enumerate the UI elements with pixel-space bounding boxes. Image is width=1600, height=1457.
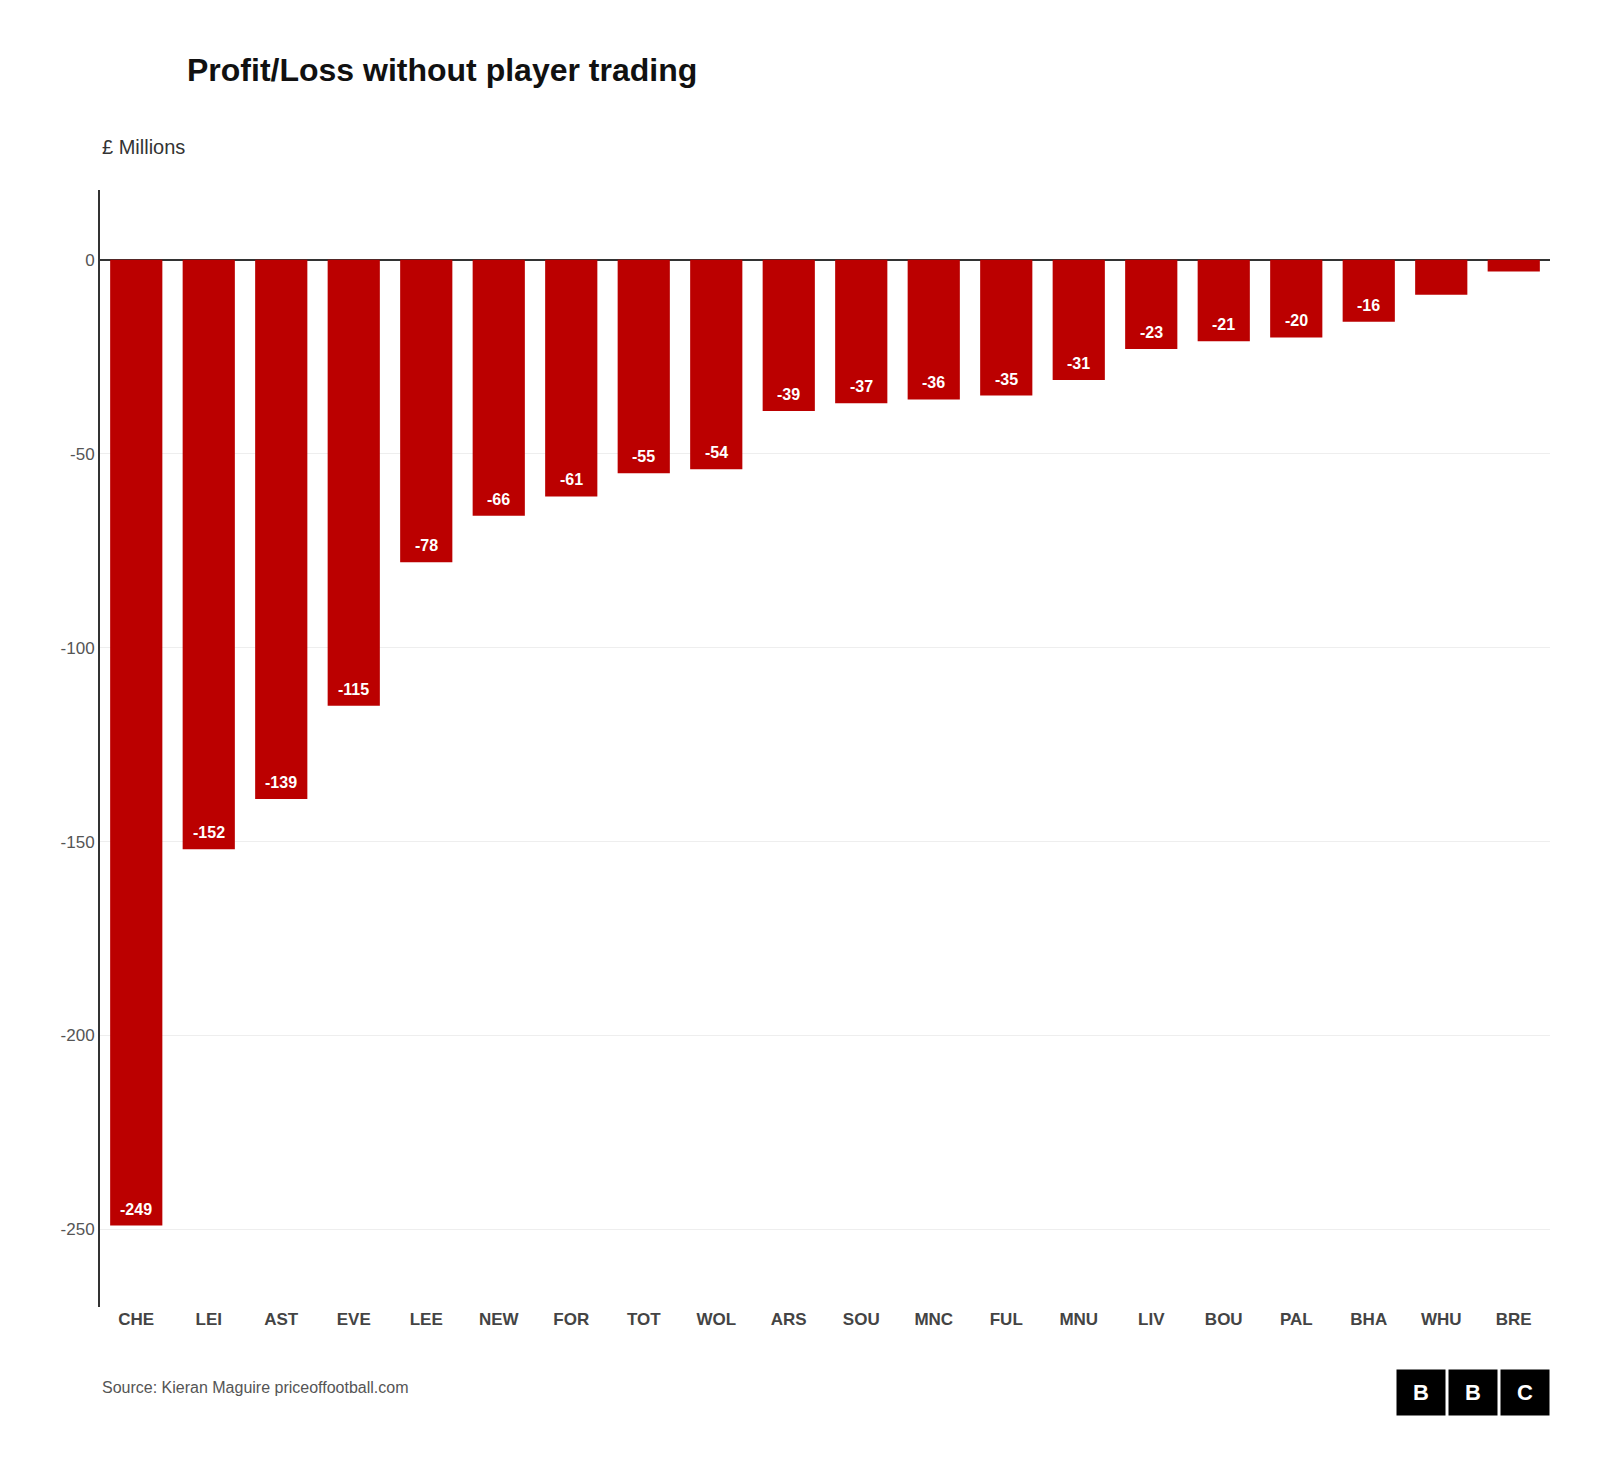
svg-text:Profit/Loss without player tra: Profit/Loss without player trading — [187, 52, 697, 88]
svg-text:-115: -115 — [338, 681, 369, 698]
svg-text:C: C — [1517, 1380, 1533, 1405]
svg-text:Source: Kieran Maguire priceof: Source: Kieran Maguire priceoffootball.c… — [102, 1379, 409, 1396]
svg-text:BOU: BOU — [1205, 1310, 1243, 1329]
svg-text:-152: -152 — [193, 824, 225, 841]
svg-text:-66: -66 — [487, 491, 510, 508]
svg-text:-35: -35 — [995, 371, 1018, 388]
svg-text:0: 0 — [85, 251, 94, 270]
svg-text:B: B — [1465, 1380, 1481, 1405]
svg-text:NEW: NEW — [479, 1310, 520, 1329]
svg-text:-21: -21 — [1212, 316, 1235, 333]
svg-text:BRE: BRE — [1496, 1310, 1532, 1329]
svg-text:LIV: LIV — [1138, 1310, 1165, 1329]
svg-text:BHA: BHA — [1350, 1310, 1387, 1329]
svg-text:WHU: WHU — [1421, 1310, 1462, 1329]
svg-text:-249: -249 — [120, 1201, 152, 1218]
svg-text:-250: -250 — [61, 1220, 95, 1239]
svg-text:CHE: CHE — [118, 1310, 154, 1329]
svg-text:-100: -100 — [61, 639, 95, 658]
svg-text:-20: -20 — [1285, 312, 1308, 329]
svg-text:AST: AST — [264, 1310, 299, 1329]
svg-text:MNC: MNC — [914, 1310, 953, 1329]
svg-text:LEI: LEI — [196, 1310, 222, 1329]
svg-text:£ Millions: £ Millions — [102, 136, 185, 158]
svg-text:WOL: WOL — [696, 1310, 736, 1329]
svg-text:PAL: PAL — [1280, 1310, 1313, 1329]
svg-text:-78: -78 — [415, 537, 438, 554]
svg-text:LEE: LEE — [410, 1310, 443, 1329]
svg-text:EVE: EVE — [337, 1310, 371, 1329]
svg-text:FOR: FOR — [553, 1310, 589, 1329]
svg-text:SOU: SOU — [843, 1310, 880, 1329]
svg-text:-39: -39 — [777, 386, 800, 403]
svg-text:B: B — [1413, 1380, 1429, 1405]
svg-text:-55: -55 — [632, 448, 655, 465]
svg-text:MNU: MNU — [1059, 1310, 1098, 1329]
svg-text:ARS: ARS — [771, 1310, 807, 1329]
svg-text:-150: -150 — [61, 833, 95, 852]
svg-text:-36: -36 — [922, 374, 945, 391]
svg-text:-50: -50 — [70, 445, 95, 464]
svg-text:-139: -139 — [265, 774, 297, 791]
svg-text:-200: -200 — [61, 1026, 95, 1045]
svg-text:-16: -16 — [1357, 297, 1380, 314]
svg-text:TOT: TOT — [627, 1310, 661, 1329]
svg-text:-31: -31 — [1067, 355, 1090, 372]
svg-text:-37: -37 — [850, 378, 873, 395]
svg-text:-23: -23 — [1140, 324, 1163, 341]
svg-text:-54: -54 — [705, 444, 728, 461]
svg-text:FUL: FUL — [990, 1310, 1023, 1329]
svg-text:-61: -61 — [560, 471, 583, 488]
